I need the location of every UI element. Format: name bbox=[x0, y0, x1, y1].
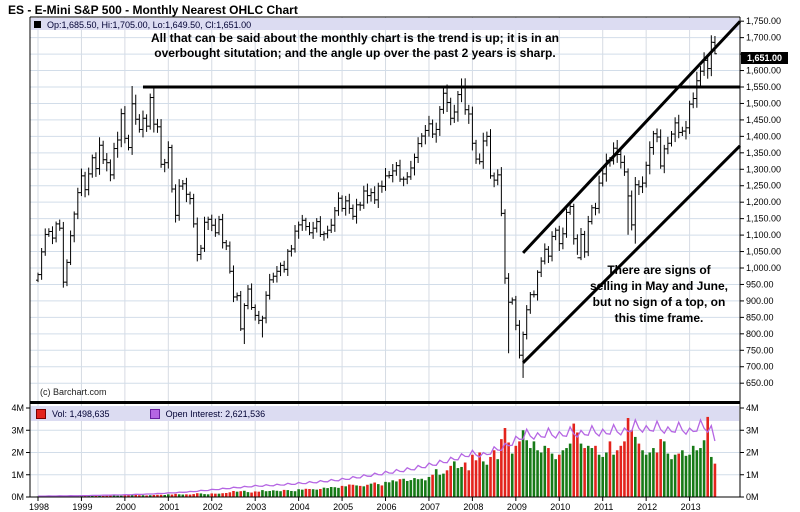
annotation-selling-line1: There are signs of bbox=[607, 263, 711, 277]
year-tick-label: 2001 bbox=[159, 502, 179, 512]
price-tick-label: 1,700.00 bbox=[746, 33, 781, 43]
chart-title: ES - E-Mini S&P 500 - Monthly Nearest OH… bbox=[8, 3, 298, 17]
quote-ohlc-values: Op:1,685.50, Hi:1,705.00, Lo:1,649.50, C… bbox=[47, 19, 252, 30]
price-tick-label: 1,300.00 bbox=[746, 164, 781, 174]
axes: 650.00 700.00 750.00 800.00 850.00 900.00 950.… bbox=[11, 16, 781, 512]
year-tick-label: 2005 bbox=[333, 502, 353, 512]
year-tick-label: 1998 bbox=[29, 502, 49, 512]
quote-legend-square-icon bbox=[34, 21, 41, 28]
year-tick-label: 2012 bbox=[637, 502, 657, 512]
annotation-selling: There are signs of selling in May and Ju… bbox=[583, 262, 735, 326]
price-tick-label: 1,450.00 bbox=[746, 115, 781, 125]
volume-tick-label-right: 2M bbox=[746, 448, 759, 458]
volume-legend: Vol: 1,498,635 Open Interest: 2,621,536 bbox=[36, 408, 265, 419]
price-tick-label: 1,050.00 bbox=[746, 247, 781, 257]
price-tick-label: 650.00 bbox=[746, 378, 774, 388]
annotation-trend: All that can be said about the monthly c… bbox=[140, 31, 570, 61]
price-tick-label: 700.00 bbox=[746, 362, 774, 372]
price-tick-label: 1,250.00 bbox=[746, 181, 781, 191]
volume-tick-label-right: 4M bbox=[746, 403, 759, 413]
annotation-selling-line3: but no sign of a top, on bbox=[592, 295, 726, 309]
annotation-trend-line2: overbought situtation; and the angle up … bbox=[154, 46, 556, 60]
year-tick-label: 2002 bbox=[203, 502, 223, 512]
volume-tick-label-left: 3M bbox=[11, 425, 24, 435]
year-tick-label: 2003 bbox=[246, 502, 266, 512]
price-tick-label: 1,350.00 bbox=[746, 148, 781, 158]
volume-tick-label-right: 1M bbox=[746, 470, 759, 480]
price-tick-label: 1,100.00 bbox=[746, 230, 781, 240]
open-interest-line bbox=[38, 418, 716, 497]
year-tick-label: 2008 bbox=[463, 502, 483, 512]
year-tick-label: 2009 bbox=[507, 502, 527, 512]
volume-tick-label-left: 1M bbox=[11, 470, 24, 480]
year-tick-label: 2011 bbox=[594, 502, 613, 512]
price-tick-label: 750.00 bbox=[746, 345, 774, 355]
volume-value-label: Vol: 1,498,635 bbox=[52, 408, 110, 419]
year-tick-label: 2000 bbox=[116, 502, 136, 512]
price-tick-label: 1,600.00 bbox=[746, 66, 781, 76]
price-tick-label: 1,150.00 bbox=[746, 214, 781, 224]
year-tick-label: 2007 bbox=[420, 502, 440, 512]
volume-tick-label-left: 2M bbox=[11, 448, 24, 458]
volume-tick-label-left: 4M bbox=[11, 403, 24, 413]
price-tick-label: 800.00 bbox=[746, 329, 774, 339]
annotation-trend-line1: All that can be said about the monthly c… bbox=[150, 31, 560, 45]
price-tick-label: 950.00 bbox=[746, 279, 774, 289]
volume-bars bbox=[36, 416, 717, 497]
price-tick-label: 1,550.00 bbox=[746, 82, 781, 92]
copyright-label: (c) Barchart.com bbox=[40, 387, 107, 397]
ohlc-bars bbox=[36, 35, 717, 378]
price-tick-label: 850.00 bbox=[746, 312, 774, 322]
header-bands bbox=[31, 18, 739, 421]
year-tick-label: 1999 bbox=[72, 502, 92, 512]
annotation-selling-line4: this time frame. bbox=[614, 311, 704, 325]
year-tick-label: 2006 bbox=[377, 502, 397, 512]
year-tick-label: 2010 bbox=[550, 502, 570, 512]
price-tick-label: 1,000.00 bbox=[746, 263, 781, 273]
open-interest-legend-square-icon bbox=[149, 408, 160, 419]
volume-tick-label-left: 0M bbox=[11, 492, 24, 502]
price-tick-label: 1,200.00 bbox=[746, 197, 781, 207]
volume-legend-square-icon bbox=[36, 408, 46, 419]
price-tick-label: 1,400.00 bbox=[746, 131, 781, 141]
volume-tick-label-right: 0M bbox=[746, 492, 759, 502]
plot-frame bbox=[29, 16, 741, 498]
price-tick-label: 1,750.00 bbox=[746, 16, 781, 26]
price-tick-label: 900.00 bbox=[746, 296, 774, 306]
last-price-badge: 1,651.00 bbox=[741, 52, 788, 64]
open-interest-value-label: Open Interest: 2,621,536 bbox=[165, 408, 266, 419]
quote-bar: Op:1,685.50, Hi:1,705.00, Lo:1,649.50, C… bbox=[34, 19, 251, 30]
annotation-selling-line2: selling in May and June, bbox=[589, 279, 729, 293]
volume-tick-label-right: 3M bbox=[746, 425, 759, 435]
year-tick-label: 2013 bbox=[681, 502, 701, 512]
year-tick-label: 2004 bbox=[290, 502, 310, 512]
price-tick-label: 1,500.00 bbox=[746, 98, 781, 108]
